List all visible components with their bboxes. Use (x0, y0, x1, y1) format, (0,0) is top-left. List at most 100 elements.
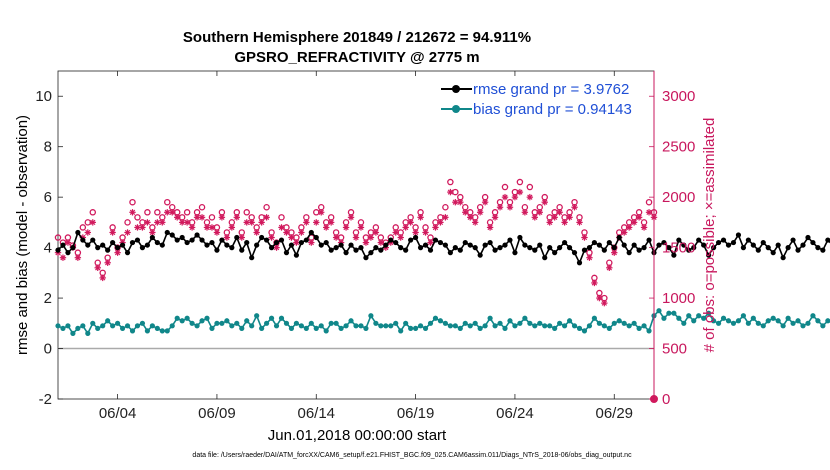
rmse-point (537, 242, 543, 248)
obs-assimilated-point (397, 234, 404, 241)
obs-assimilated-point (313, 219, 320, 226)
legend-rmse-label: rmse grand pr = 3.9762 (473, 81, 629, 98)
asterisk-stroke (581, 234, 588, 241)
bias-point (249, 323, 255, 329)
rmse-point (711, 245, 717, 251)
bias-point (288, 325, 295, 331)
obs-assimilated-point (571, 204, 578, 211)
asterisk-stroke (631, 219, 637, 226)
bias-point (576, 325, 583, 331)
bias-point (144, 328, 150, 334)
asterisk-stroke (90, 219, 96, 226)
asterisk-stroke (353, 234, 359, 241)
asterisk-stroke (576, 219, 583, 226)
bias-point (239, 325, 245, 331)
bias-point (825, 318, 830, 324)
asterisk-stroke (149, 229, 156, 236)
asterisk-stroke (363, 239, 369, 246)
asterisk-stroke (606, 265, 612, 271)
bias-point (224, 318, 230, 324)
rmse-point (820, 247, 826, 253)
asterisk-stroke (194, 214, 200, 221)
rmse-point (715, 239, 722, 246)
bias-point (452, 323, 458, 329)
asterisk-stroke (432, 224, 439, 231)
asterisk-stroke (462, 209, 468, 215)
rmse-point (725, 242, 732, 248)
rmse-point (328, 247, 334, 253)
bias-point (502, 325, 508, 331)
bias-point (388, 323, 394, 329)
bias-point (527, 320, 533, 326)
rmse-point (273, 239, 280, 246)
asterisk-stroke (323, 224, 329, 231)
rmse-point (353, 247, 359, 253)
rmse-point (437, 239, 444, 246)
obs-possible-point (134, 214, 141, 221)
obs-assimilated-point (412, 229, 419, 236)
asterisk-stroke (328, 219, 334, 226)
obs-assimilated-point (332, 234, 340, 241)
bias-point (264, 320, 270, 326)
bias-point (229, 323, 235, 329)
bias-point (735, 318, 742, 324)
bias-point (338, 325, 344, 331)
bias-point (105, 318, 111, 324)
rmse-point (259, 234, 265, 241)
bias-point (691, 318, 697, 324)
rmse-point (780, 255, 786, 261)
obs-assimilated-point (526, 193, 534, 201)
asterisk-stroke (621, 229, 627, 236)
rmse-point (388, 237, 394, 243)
asterisk-stroke (229, 224, 235, 231)
asterisk-stroke (482, 199, 488, 205)
asterisk-stroke (427, 239, 434, 246)
rmse-point (750, 242, 756, 248)
y-right-tick-label: 3000 (662, 88, 695, 105)
rmse-point (631, 242, 637, 248)
rmse-point (119, 242, 126, 248)
bias-point (110, 323, 116, 329)
obs-assimilated-point (576, 219, 583, 226)
bias-point (606, 325, 612, 331)
bias-point (204, 315, 210, 321)
asterisk-stroke (85, 229, 91, 236)
rmse-point (70, 245, 76, 251)
asterisk-stroke (442, 214, 449, 221)
bias-point (681, 320, 687, 326)
rmse-point (502, 242, 508, 248)
bias-point (482, 323, 488, 329)
rmse-point (686, 247, 692, 253)
bias-point (427, 320, 434, 326)
obs-assimilated-point (392, 229, 399, 236)
rmse-point (522, 242, 528, 248)
bias-point (820, 323, 826, 329)
obs-assimilated-point (114, 249, 121, 256)
rmse-point (179, 234, 185, 241)
rmse-point (517, 234, 523, 241)
asterisk-stroke (199, 214, 205, 221)
asterisk-stroke (368, 234, 374, 241)
rmse-point (234, 234, 240, 241)
rmse-point (144, 242, 150, 248)
x-tick-label: 06/04 (99, 405, 137, 422)
obs-assimilated-point (625, 224, 633, 231)
rmse-point (691, 245, 697, 251)
obs-assimilated-point (621, 229, 628, 236)
x-tick-label: 06/09 (198, 405, 236, 422)
asterisk-stroke (348, 214, 354, 221)
obs-assimilated-point (99, 274, 106, 282)
bias-point (447, 323, 453, 329)
rmse-point (472, 245, 478, 251)
bias-point (383, 323, 389, 329)
bias-point (785, 315, 791, 321)
rmse-point (775, 242, 781, 248)
asterisk-stroke (641, 224, 647, 231)
asterisk-stroke (268, 234, 275, 241)
rmse-point (338, 242, 344, 248)
bias-point (378, 323, 384, 329)
bias-point (492, 323, 498, 329)
obs-possible-point (89, 209, 97, 216)
asterisk-stroke (129, 209, 136, 215)
bias-point (626, 323, 632, 329)
